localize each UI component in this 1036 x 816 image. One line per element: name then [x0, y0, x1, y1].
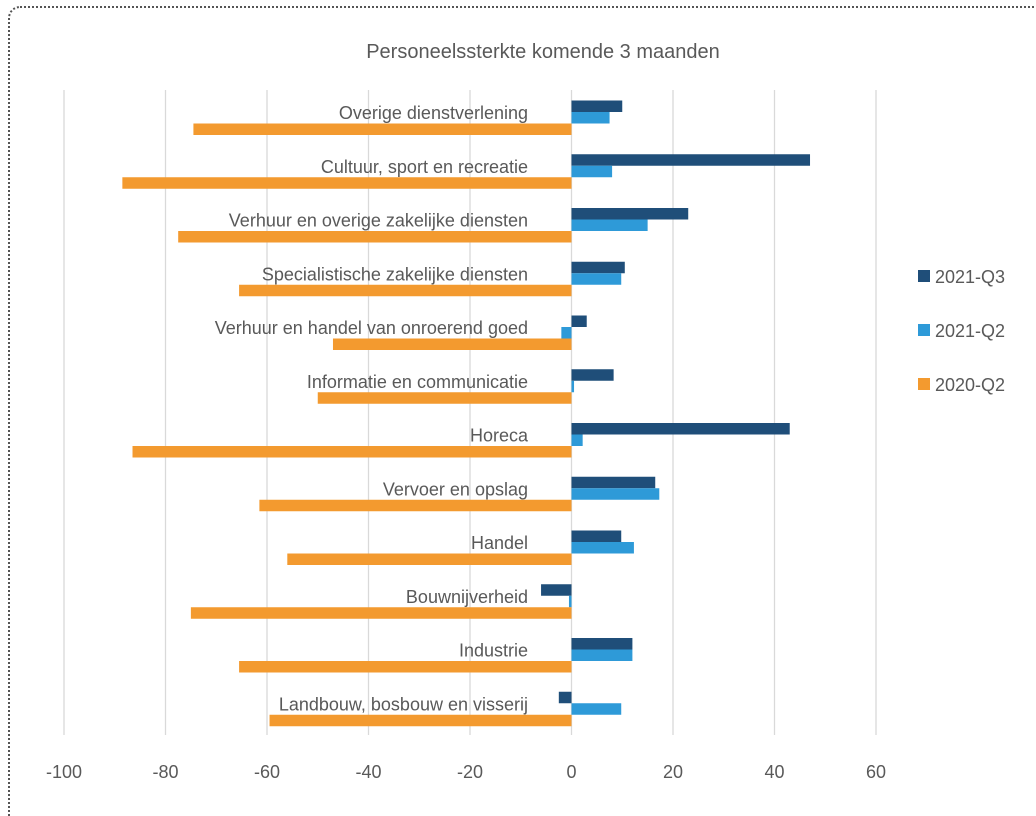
bar-2020-q2-11	[269, 714, 572, 727]
legend-label-2021-q2: 2021-Q2	[935, 321, 1005, 341]
category-label: Handel	[471, 533, 528, 553]
bar-2021-q3-8	[571, 530, 622, 542]
bar-2021-q2-7	[571, 488, 660, 500]
bar-2020-q2-2	[178, 231, 572, 243]
category-label: Vervoer en opslag	[383, 479, 528, 499]
bar-2021-q2-2	[571, 219, 648, 231]
x-tick-label: 60	[866, 762, 886, 782]
bars	[122, 100, 811, 727]
legend-label-2020-q2: 2020-Q2	[935, 375, 1005, 395]
category-label: Bouwnijverheid	[406, 587, 528, 607]
bar-2021-q3-2	[571, 208, 689, 220]
category-label: Verhuur en overige zakelijke diensten	[229, 211, 528, 231]
legend-label-2021-q3: 2021-Q3	[935, 267, 1005, 287]
bar-2021-q3-0	[571, 100, 623, 112]
x-tick-label: -40	[355, 762, 381, 782]
chart-title: Personeelssterkte komende 3 maanden	[366, 41, 720, 63]
x-tick-label: -60	[254, 762, 280, 782]
bar-2020-q2-9	[190, 607, 572, 619]
bar-2020-q2-7	[259, 499, 572, 512]
x-axis-tick-labels: -100 -80 -60 -40 -20 0 20 40 60	[46, 762, 886, 782]
x-tick-label: 0	[566, 762, 576, 782]
category-labels: Overige dienstverlening Cultuur, sport en…	[215, 103, 529, 714]
category-label: Overige dienstverlening	[339, 103, 528, 123]
x-tick-label: 40	[764, 762, 784, 782]
bar-2021-q3-4	[571, 315, 587, 327]
bar-2020-q2-5	[317, 392, 572, 404]
bar-2020-q2-4	[332, 338, 572, 350]
bar-2020-q2-0	[193, 123, 572, 135]
bar-2021-q2-8	[571, 542, 634, 554]
bar-2021-q3-7	[571, 476, 656, 489]
bar-2021-q3-6	[571, 423, 790, 435]
chart-frame	[8, 6, 1036, 816]
bar-2020-q2-3	[239, 284, 572, 297]
legend-swatch-2021-q2	[918, 324, 930, 336]
legend: 2021-Q3 2021-Q2 2020-Q2	[918, 267, 1005, 395]
x-tick-label: 20	[663, 762, 683, 782]
bar-2021-q2-11	[571, 703, 622, 715]
bar-2020-q2-1	[122, 177, 572, 189]
category-label: Informatie en communicatie	[307, 372, 528, 392]
legend-swatch-2021-q3	[918, 270, 930, 282]
bar-2020-q2-10	[239, 661, 572, 673]
bar-2021-q2-10	[571, 649, 633, 661]
bar-2021-q2-9	[568, 595, 572, 608]
x-tick-label: -20	[457, 762, 483, 782]
legend-swatch-2020-q2	[918, 378, 930, 390]
bar-2021-q2-5	[571, 380, 575, 393]
category-label: Verhuur en handel van onroerend goed	[215, 318, 528, 338]
bar-2020-q2-6	[132, 446, 572, 458]
bar-2021-q2-4	[561, 327, 572, 339]
bar-2020-q2-8	[287, 553, 572, 565]
category-label: Industrie	[459, 641, 528, 661]
x-tick-label: -100	[46, 762, 82, 782]
category-label: Horeca	[470, 426, 529, 446]
bar-2021-q3-5	[571, 369, 614, 381]
bar-2021-q3-11	[558, 691, 572, 704]
bar-2021-q2-3	[571, 273, 622, 285]
bar-2021-q3-9	[541, 584, 572, 596]
bar-2021-q3-1	[571, 154, 811, 166]
category-label: Landbouw, bosbouw en visserij	[279, 694, 528, 714]
bar-2021-q2-6	[571, 434, 583, 446]
x-tick-label: -80	[152, 762, 178, 782]
category-label: Specialistische zakelijke diensten	[262, 264, 528, 284]
bar-2021-q2-1	[571, 165, 613, 178]
bar-2021-q2-0	[571, 112, 610, 124]
bar-2021-q3-10	[571, 638, 633, 650]
gridlines	[63, 90, 877, 735]
bar-2021-q3-3	[571, 261, 625, 274]
category-label: Cultuur, sport en recreatie	[321, 157, 528, 177]
